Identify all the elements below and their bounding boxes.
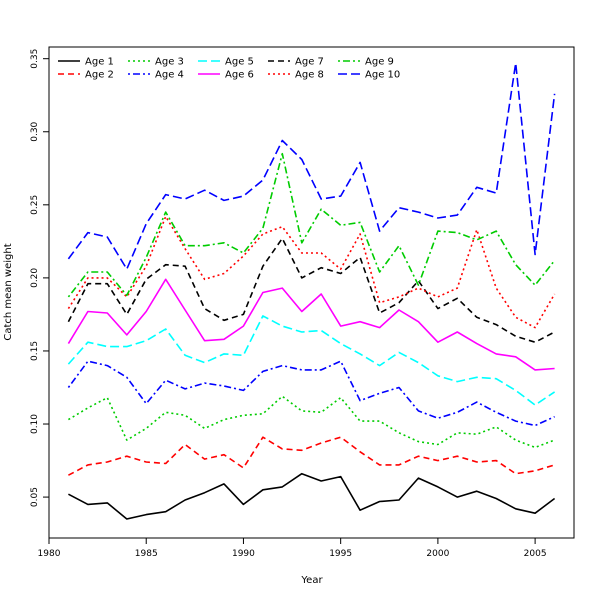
series-layer: [67, 62, 556, 520]
series-line-age-7: [67, 237, 555, 344]
y-tick-label: 0.25: [30, 195, 40, 215]
legend-label: Age 1: [85, 57, 114, 68]
series-line-age-10: [67, 62, 556, 270]
legend-label: Age 2: [85, 70, 114, 81]
legend: Age 1 Age 2 Age 3 Age 4 Age 5 Age 6 Age 7 Age 8…: [58, 57, 400, 81]
legend-label: Age 9: [365, 57, 394, 68]
legend-label: Age 3: [155, 57, 184, 68]
legend-label: Age 4: [155, 70, 184, 81]
plot-frame: [48, 46, 575, 539]
legend-label: Age 10: [365, 70, 400, 81]
y-tick-label: 0.15: [30, 341, 40, 361]
legend-label: Age 5: [225, 57, 254, 68]
series-line-age-8: [67, 215, 556, 329]
y-tick-label: 0.20: [30, 268, 40, 288]
x-tick-label: 1985: [135, 549, 158, 559]
y-tick-label: 0.10: [30, 414, 40, 434]
x-axis-label: Year: [300, 575, 323, 586]
x-tick-label: 1995: [329, 549, 352, 559]
series-line-age-2: [68, 436, 555, 476]
series-line-age-6: [67, 278, 555, 371]
y-axis-label: Catch mean weight: [3, 243, 14, 340]
x-tick-label: 1990: [232, 549, 255, 559]
legend-label: Age 8: [295, 70, 324, 81]
series-line-age-4: [67, 360, 555, 427]
series-line-age-9: [67, 152, 556, 298]
x-tick-label: 2005: [524, 549, 547, 559]
y-tick-label: 0.35: [30, 49, 40, 69]
y-tick-label: 0.05: [30, 487, 40, 507]
legend-label: Age 6: [225, 70, 254, 81]
series-line-age-5: [67, 315, 556, 406]
y-tick-label: 0.30: [30, 121, 40, 141]
x-tick-label: 1980: [38, 549, 61, 559]
legend-label: Age 7: [295, 57, 324, 68]
x-tick-label: 2000: [426, 549, 449, 559]
x-axis: 1980 1985 1990 1995 2000 2005: [38, 538, 547, 559]
y-axis: 0.05 0.10 0.15 0.20 0.25 0.30 0.35: [30, 49, 49, 507]
series-line-age-1: [68, 472, 556, 520]
